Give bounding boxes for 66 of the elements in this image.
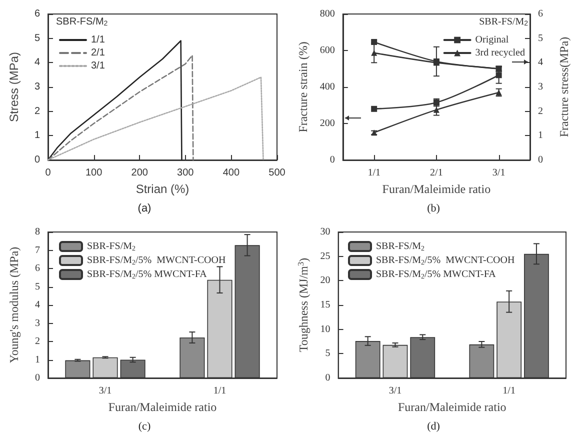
y-tick-label: 10 bbox=[320, 324, 330, 335]
y-tick-label: 30 bbox=[320, 226, 330, 238]
x-tick-label: 300 bbox=[177, 168, 194, 178]
y-tick-label: 20 bbox=[320, 275, 330, 286]
x-tick-label: 1/1 bbox=[368, 168, 380, 178]
y-tick-label: 0 bbox=[35, 372, 40, 384]
y2-tick-label: 3 bbox=[538, 82, 543, 92]
y2-tick-label: 5 bbox=[538, 32, 543, 44]
y-tick-label: 5 bbox=[325, 348, 330, 360]
x-axis-title: Furan/Maleimide ratio bbox=[382, 182, 491, 196]
y-tick-label: 200 bbox=[320, 118, 335, 129]
y-tick-label: 15 bbox=[320, 300, 330, 310]
x-tick-label: 200 bbox=[131, 168, 148, 178]
text: (d) bbox=[427, 420, 440, 432]
x-tick-label: 1/1 bbox=[502, 386, 516, 396]
y2-tick-label: 0 bbox=[538, 154, 543, 166]
y-tick-label: 25 bbox=[320, 250, 330, 262]
y-axis-title: Fracture strain (%) bbox=[296, 42, 310, 132]
text: (b) bbox=[427, 202, 440, 214]
y-tick-label: 5 bbox=[35, 281, 40, 292]
y2-tick-label: 2 bbox=[538, 106, 543, 117]
legend-label: 3/1 bbox=[91, 60, 106, 72]
x-tick-label: 3/1 bbox=[98, 386, 112, 396]
x-tick-label: 500 bbox=[268, 168, 286, 178]
y-tick-label: 2 bbox=[34, 106, 40, 117]
y-tick-label: 0 bbox=[325, 372, 330, 384]
y-tick-label: 6 bbox=[35, 263, 40, 274]
x-tick-label: 3/1 bbox=[388, 386, 402, 396]
y-tick-label: 600 bbox=[320, 45, 335, 56]
y-tick-label: 4 bbox=[34, 57, 40, 68]
x-axis-title: Furan/Maleimide ratio bbox=[398, 400, 506, 414]
y-tick-label: 6 bbox=[34, 8, 40, 20]
text: (c) bbox=[138, 420, 151, 432]
y-tick-label: 8 bbox=[35, 226, 40, 238]
y-axis-title: Stress (MPa) bbox=[7, 52, 21, 122]
y2-tick-label: 6 bbox=[538, 8, 543, 20]
x-tick-label: 1/1 bbox=[213, 386, 226, 396]
y-tick-label: 0 bbox=[34, 154, 40, 166]
y-axis-title: Toughness (MJ/m3) bbox=[296, 258, 310, 352]
legend-label: 1/1 bbox=[91, 34, 106, 46]
x-tick-label: 0 bbox=[45, 168, 52, 178]
y-tick-label: 800 bbox=[320, 8, 335, 20]
y-tick-label: 1 bbox=[34, 130, 40, 142]
x-tick-label: 100 bbox=[85, 168, 103, 178]
y-tick-label: 1 bbox=[35, 354, 40, 366]
y2-tick-label: 1 bbox=[538, 130, 543, 142]
x-axis-title: Furan/Maleimide ratio bbox=[108, 400, 217, 414]
y-tick-label: 2 bbox=[35, 336, 40, 347]
legend-label: 2/1 bbox=[91, 48, 106, 58]
x-axis-title: Strian (%) bbox=[136, 182, 190, 196]
y-tick-label: 400 bbox=[320, 82, 335, 92]
y2-axis-title: Fracture stress(MPa) bbox=[557, 36, 571, 138]
y2-tick-label: 4 bbox=[538, 57, 543, 68]
y-tick-label: 5 bbox=[34, 32, 40, 44]
y-tick-label: 0 bbox=[330, 154, 335, 166]
legend-label: Original bbox=[475, 34, 509, 46]
y-tick-label: 4 bbox=[35, 300, 40, 310]
legend-label: 3rd recycled bbox=[475, 48, 526, 58]
x-tick-label: 2/1 bbox=[430, 168, 443, 178]
x-tick-label: 3/1 bbox=[492, 168, 506, 178]
y-tick-label: 3 bbox=[34, 82, 40, 92]
y-tick-label: 3 bbox=[35, 318, 40, 329]
y-axis-title: Young's modulus (MPa) bbox=[7, 246, 21, 364]
y-tick-label: 7 bbox=[35, 244, 40, 256]
text: (a) bbox=[138, 202, 152, 214]
x-tick-label: 400 bbox=[222, 168, 240, 178]
